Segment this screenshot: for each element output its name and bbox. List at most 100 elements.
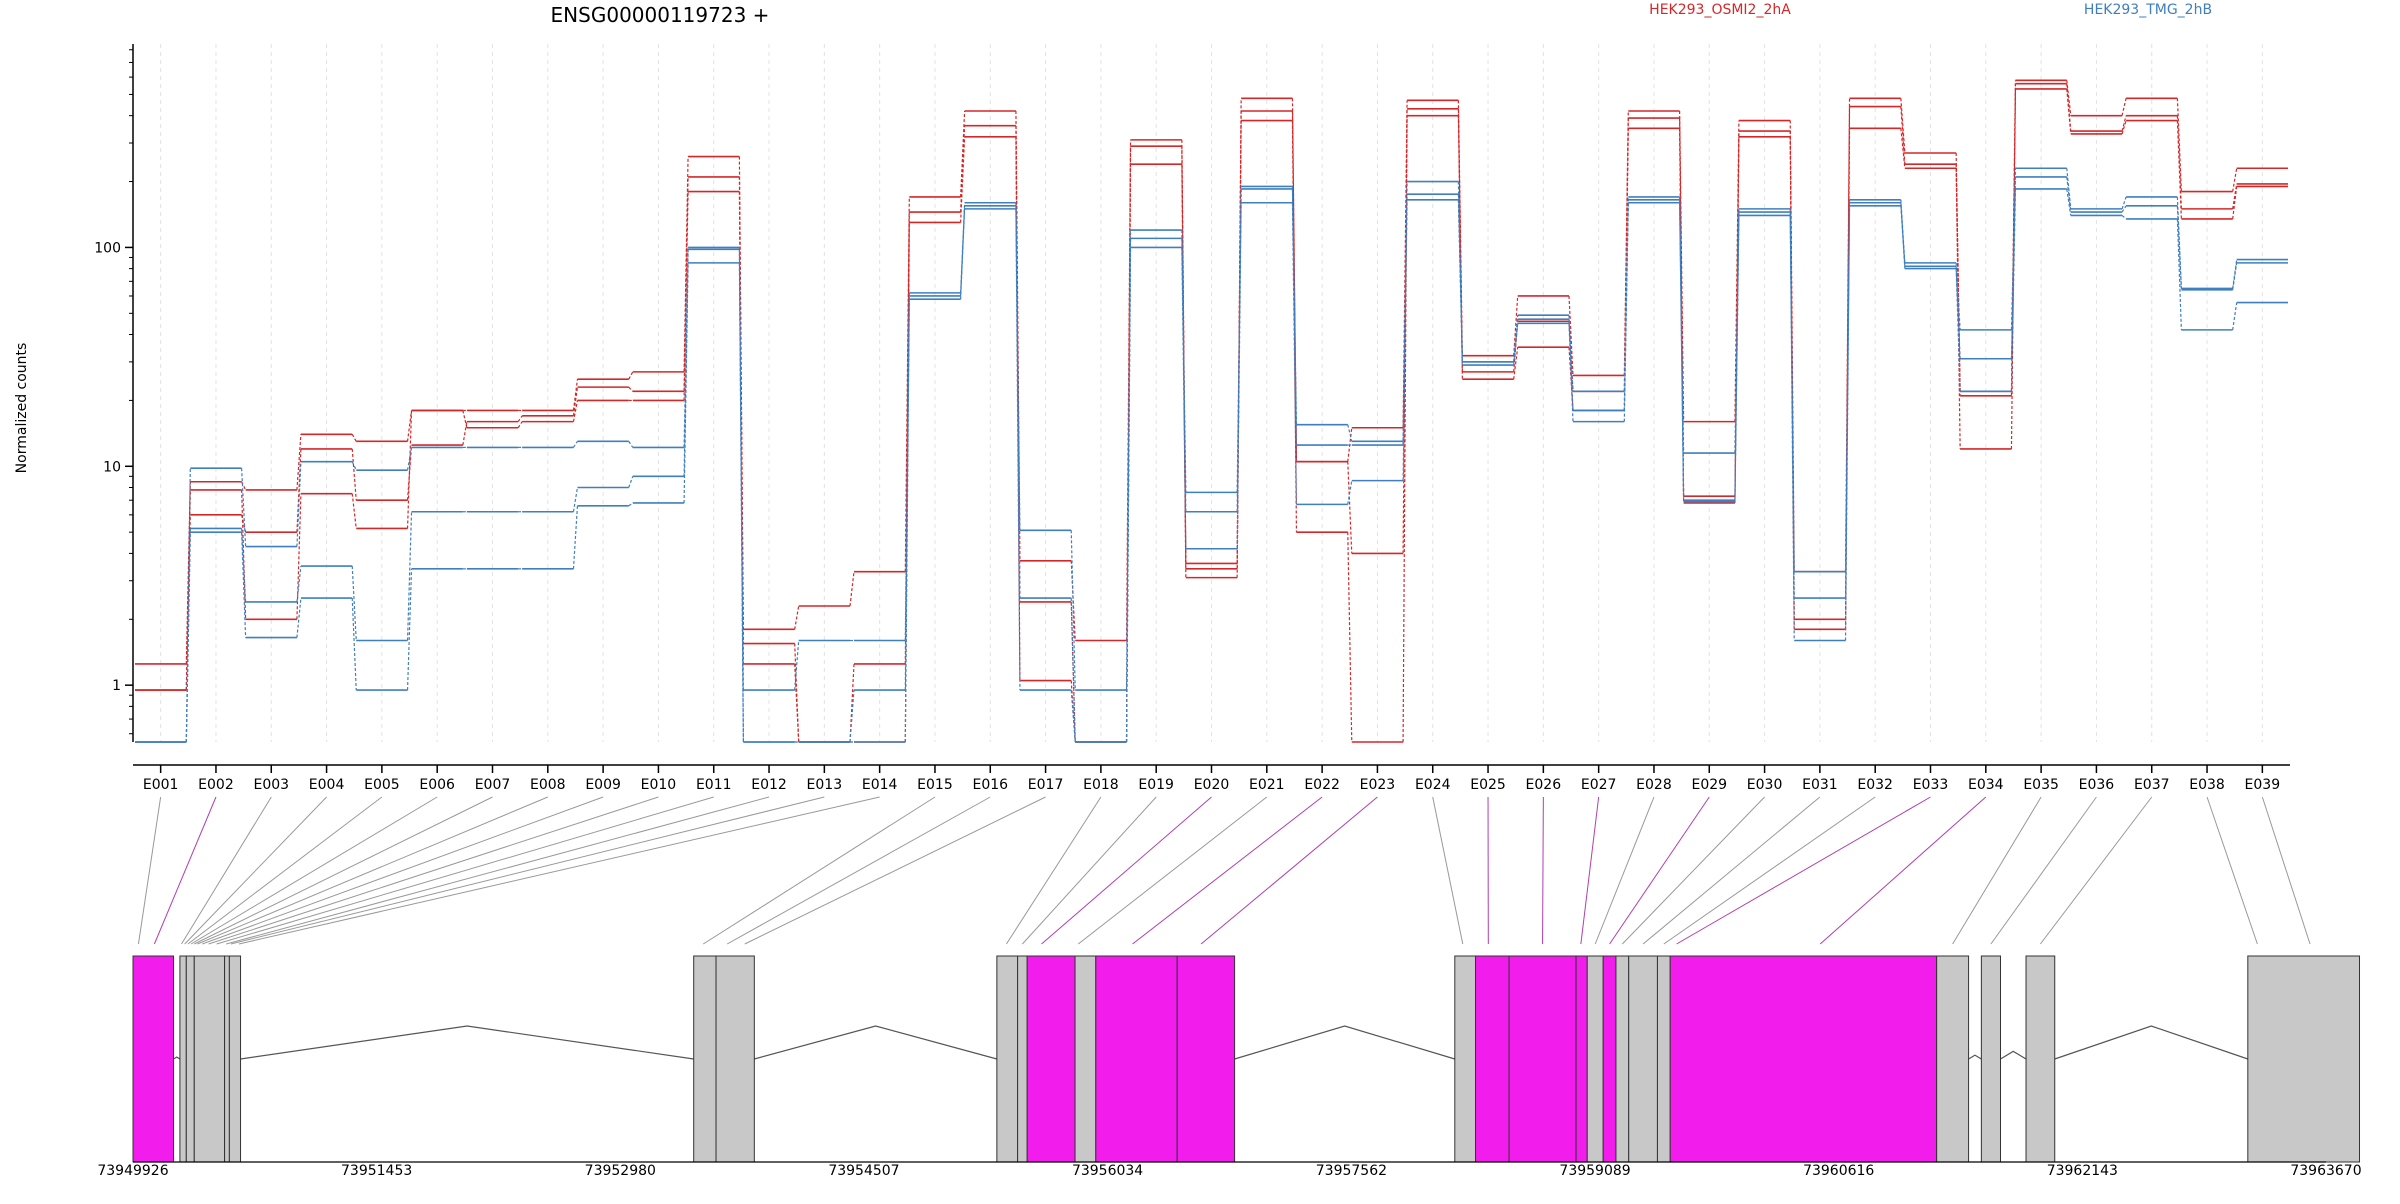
genome-tick-label-7: 73959089 (1559, 1163, 1630, 1179)
genome-tick-label-6: 73957562 (1316, 1163, 1387, 1179)
series-connector (2122, 215, 2126, 218)
genome-tick-label-2: 73951453 (341, 1163, 412, 1179)
exon-block-11 (1027, 956, 1075, 1162)
exon-link-e001 (138, 797, 160, 944)
x-tick-label-e005: E005 (364, 777, 400, 793)
exon-block-16 (1476, 956, 1510, 1162)
y-tick-label-1: 1 (112, 678, 121, 694)
exon-link-e006 (191, 797, 437, 944)
exon-link-e009 (202, 797, 603, 944)
intron-line (2055, 1026, 2248, 1059)
exon-link-e031 (1643, 797, 1820, 944)
series-connector (573, 506, 577, 569)
series-lines (135, 80, 2288, 742)
exon-link-e007 (194, 797, 492, 944)
series-connector (352, 449, 356, 500)
exon-block-26 (1981, 956, 2000, 1162)
exon-block-6 (229, 956, 240, 1162)
intron-line (754, 1026, 997, 1059)
genome-tick-label-3: 73952980 (585, 1163, 656, 1179)
series-connector (573, 441, 577, 447)
series-connector (1348, 425, 1352, 442)
series-connector (629, 441, 633, 447)
exon-link-e026 (1543, 797, 1544, 944)
exon-link-e035 (1953, 797, 2041, 944)
exon-link-e008 (197, 797, 547, 944)
y-tick-label-100: 100 (94, 240, 121, 256)
exon-link-e038 (2207, 797, 2257, 944)
exon-link-e010 (209, 797, 659, 944)
exon-block-19 (1587, 956, 1603, 1162)
exon-block-4 (194, 956, 224, 1162)
exon-link-e032 (1664, 797, 1875, 944)
x-tick-label-e031: E031 (1802, 777, 1838, 793)
series-connector (408, 512, 412, 641)
exon-link-e033 (1677, 797, 1931, 944)
x-tick-label-e008: E008 (530, 777, 566, 793)
series-connector (518, 416, 522, 422)
intron-line (1969, 1055, 1982, 1059)
series-connector (850, 572, 854, 606)
x-tick-label-e022: E022 (1304, 777, 1340, 793)
x-tick-label-e032: E032 (1857, 777, 1893, 793)
legend-entry-tmg: HEK293_TMG_2hB (2084, 2, 2212, 18)
series-connector (629, 503, 633, 506)
series-connector (2122, 121, 2126, 134)
exon-block-15 (1455, 956, 1476, 1162)
x-tick-label-e015: E015 (917, 777, 953, 793)
x-tick-label-e003: E003 (253, 777, 289, 793)
exon-block-20 (1603, 956, 1616, 1162)
x-tick-label-e017: E017 (1028, 777, 1064, 793)
exon-link-e039 (2262, 797, 2310, 944)
exon-connector-lines (138, 797, 2310, 944)
x-tick-label-e030: E030 (1747, 777, 1783, 793)
exon-block-7 (694, 956, 716, 1162)
legend-entry-osmi2: HEK293_OSMI2_2hA (1649, 2, 1791, 18)
intron-line (241, 1026, 694, 1059)
x-tick-label-e038: E038 (2189, 777, 2225, 793)
series-connector (961, 126, 965, 212)
x-tick-label-e011: E011 (696, 777, 732, 793)
x-tick-label-e025: E025 (1470, 777, 1506, 793)
series-connector (629, 387, 633, 391)
series-connector (2122, 98, 2126, 115)
exon-block-28 (2248, 956, 2360, 1162)
x-tick-label-e036: E036 (2079, 777, 2115, 793)
exon-block-12 (1075, 956, 1096, 1162)
y-axis-label: Normalized counts (14, 343, 30, 474)
exon-block-21 (1616, 956, 1629, 1162)
exon-block-17 (1509, 956, 1576, 1162)
x-tick-label-e037: E037 (2134, 777, 2170, 793)
exon-block-27 (2026, 956, 2055, 1162)
exon-link-e002 (154, 797, 216, 944)
chart-title: ENSG00000119723 + (551, 3, 770, 27)
series-connector (795, 664, 799, 742)
chart-labels: ENSG00000119723 + HEK293_OSMI2_2hA HEK29… (14, 2, 2212, 473)
x-tick-label-e018: E018 (1083, 777, 1119, 793)
exon-block-9 (997, 956, 1018, 1162)
x-tick-label-e002: E002 (198, 777, 234, 793)
exon-block-13 (1096, 956, 1177, 1162)
x-tick-label-e010: E010 (641, 777, 677, 793)
gene-model (133, 956, 2360, 1162)
exon-link-e024 (1433, 797, 1463, 944)
exon-link-e017 (745, 797, 1046, 944)
x-tick-label-e014: E014 (862, 777, 898, 793)
exon-link-e018 (1006, 797, 1100, 944)
exon-link-e012 (226, 797, 769, 944)
x-tick-label-e019: E019 (1138, 777, 1174, 793)
series-connector (961, 111, 965, 197)
x-tick-label-e020: E020 (1194, 777, 1230, 793)
y-tick-label-10: 10 (103, 459, 121, 475)
x-tick-label-e021: E021 (1249, 777, 1285, 793)
exon-link-e003 (182, 797, 272, 944)
x-tick-label-e016: E016 (972, 777, 1008, 793)
series-connector (629, 476, 633, 487)
series-connector (2233, 303, 2237, 330)
x-tick-label-e004: E004 (309, 777, 345, 793)
x-tick-label-e035: E035 (2023, 777, 2059, 793)
x-tick-label-e012: E012 (751, 777, 787, 793)
exon-link-e011 (217, 797, 714, 944)
